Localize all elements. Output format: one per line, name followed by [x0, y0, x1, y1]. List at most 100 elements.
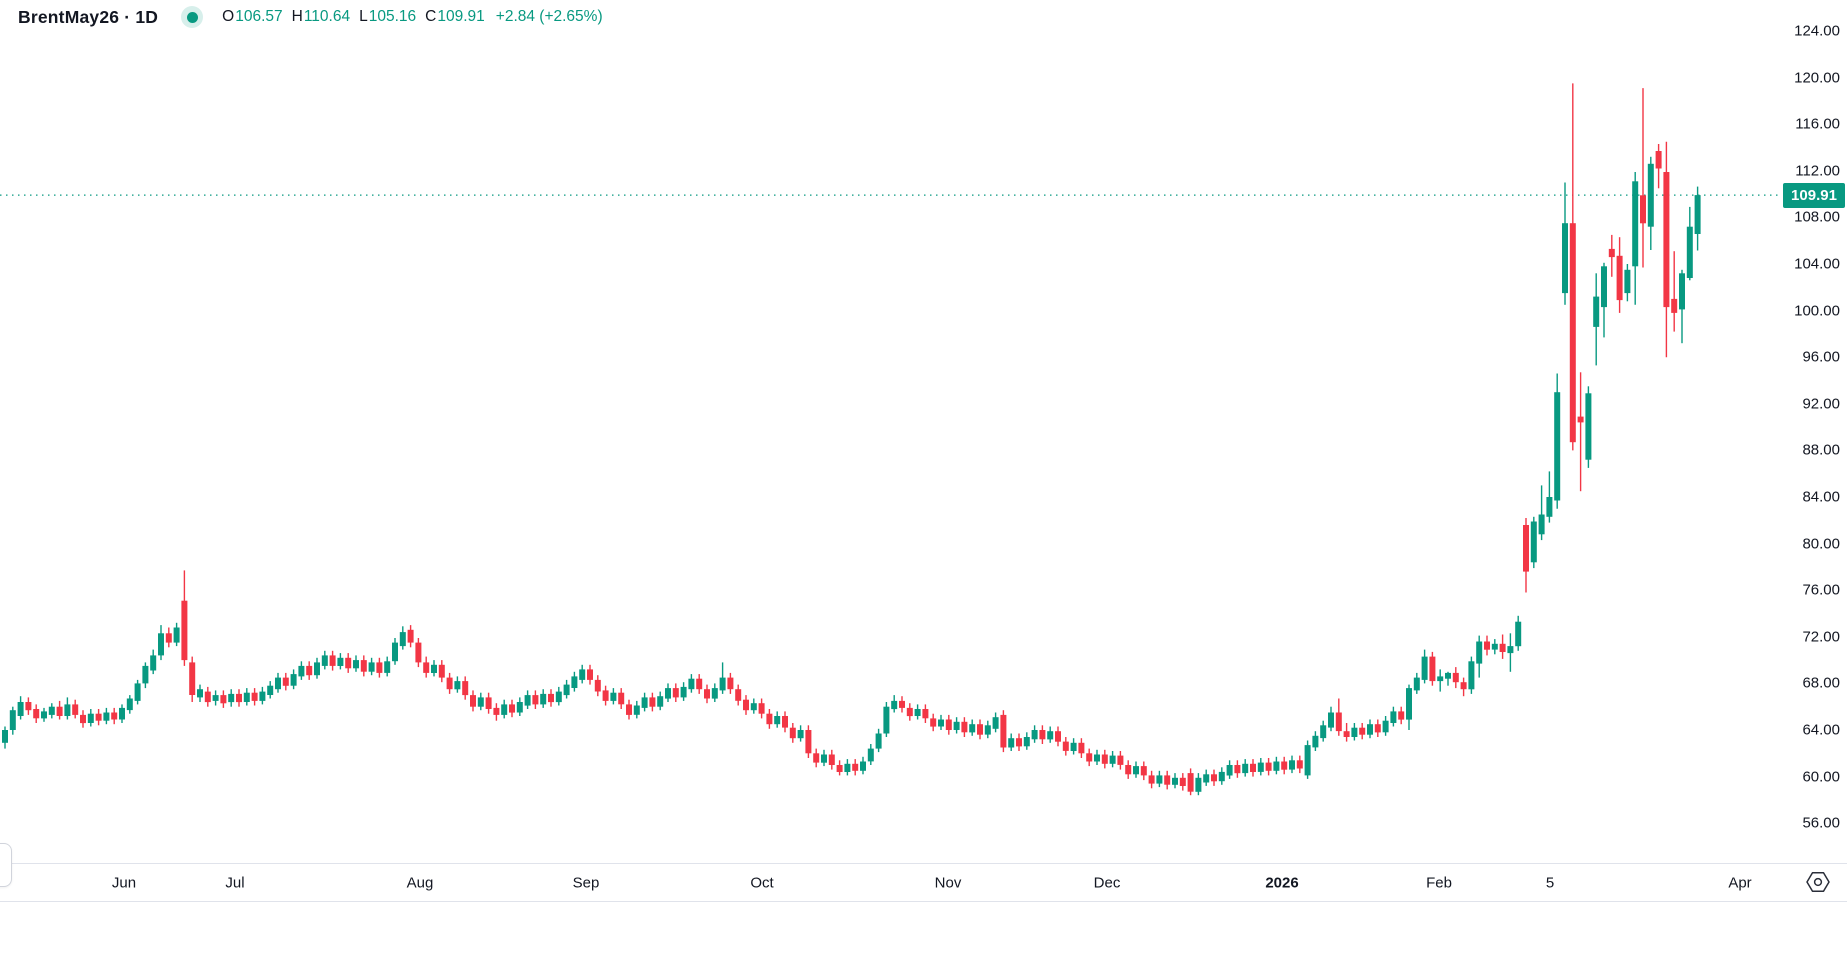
- candle-body: [1671, 298, 1678, 313]
- candle-body: [446, 677, 453, 690]
- candle-body: [17, 702, 24, 716]
- candle-body: [56, 706, 63, 716]
- candle-body: [1179, 777, 1186, 786]
- candle-body: [1406, 688, 1412, 720]
- time-tick-label: 5: [1545, 874, 1555, 891]
- candle-body: [345, 657, 352, 669]
- candle-body: [766, 713, 773, 725]
- candle-body: [41, 711, 47, 719]
- open-label: O: [222, 8, 235, 25]
- candle-body: [548, 693, 554, 703]
- candle-body: [1679, 273, 1685, 310]
- candle-body: [1476, 641, 1483, 664]
- candle-body: [1273, 761, 1280, 771]
- axis-settings-button[interactable]: [1805, 870, 1831, 894]
- candle-body: [119, 707, 125, 720]
- candle-body: [1374, 724, 1381, 733]
- candle-body: [1546, 497, 1553, 517]
- symbol-title[interactable]: BrentMay26 · 1D: [18, 6, 159, 27]
- candle-body: [797, 730, 804, 739]
- candle-body: [1234, 765, 1241, 774]
- candle-body: [852, 763, 859, 771]
- candle-body: [844, 763, 851, 772]
- candle-body: [750, 703, 757, 711]
- candle-body: [1445, 672, 1451, 679]
- candle-body: [48, 706, 55, 715]
- candle-body: [1367, 724, 1373, 735]
- candle-body: [259, 691, 266, 701]
- candle-body: [1117, 755, 1124, 765]
- low-readout: L 105.16: [359, 8, 416, 26]
- candle-body: [150, 655, 157, 671]
- time-tick-label: Feb: [1426, 874, 1452, 891]
- candle-body: [438, 664, 445, 678]
- candle-body: [1624, 269, 1631, 294]
- candle-body: [103, 712, 110, 721]
- candle-body: [1655, 151, 1662, 169]
- candle-body: [314, 662, 320, 676]
- candle-body: [1577, 416, 1584, 423]
- high-readout: H 110.64: [292, 8, 350, 26]
- candle-body: [1211, 774, 1217, 782]
- candle-body: [883, 706, 890, 734]
- candle-body: [626, 704, 632, 715]
- candle-body: [1320, 725, 1327, 739]
- candle-body: [665, 688, 671, 699]
- candle-body: [1429, 656, 1436, 682]
- price-tick-label: 88.00: [1802, 441, 1840, 459]
- price-tick-label: 68.00: [1802, 674, 1840, 692]
- candle-body: [1640, 195, 1646, 224]
- candle-body: [1062, 741, 1069, 751]
- candle-body: [1109, 755, 1116, 764]
- candle-body: [142, 665, 149, 684]
- candle-body: [1265, 762, 1272, 771]
- candle-body: [821, 754, 827, 763]
- candle-body: [867, 748, 874, 762]
- candle-body: [1328, 712, 1334, 728]
- candle-body: [1016, 738, 1022, 747]
- candle-body: [899, 700, 905, 708]
- candle-body: [524, 695, 531, 706]
- candle-body: [1281, 761, 1288, 770]
- candle-body: [930, 718, 937, 727]
- candle-body: [1156, 775, 1163, 784]
- candle-body: [610, 692, 617, 701]
- candle-body: [1484, 641, 1490, 650]
- candle-body: [618, 692, 625, 705]
- price-tick-label: 76.00: [1802, 581, 1840, 599]
- candle-body: [805, 730, 812, 754]
- close-readout: C 109.91: [425, 8, 485, 26]
- time-tick-label: Nov: [934, 874, 962, 891]
- candle-body: [431, 664, 437, 673]
- candle-body: [649, 697, 656, 707]
- candle-body: [1257, 762, 1264, 772]
- candle-body: [563, 684, 570, 696]
- candle-body: [1390, 711, 1397, 723]
- time-axis[interactable]: Jun Jul Aug Sep Oct Nov Dec 2026 Feb 5 Apr: [0, 863, 1847, 902]
- candle-body: [158, 633, 164, 656]
- candle-body: [1023, 737, 1030, 747]
- candle-body: [875, 733, 882, 749]
- pane-collapse-handle[interactable]: [0, 843, 12, 887]
- price-tick-label: 64.00: [1802, 721, 1840, 739]
- candle-body: [368, 662, 375, 672]
- price-axis[interactable]: 124.00 120.00 116.00 112.00 108.00 104.00 100.…: [1768, 0, 1847, 863]
- candle-body: [1133, 766, 1139, 775]
- candle-body: [782, 716, 788, 728]
- candle-body: [501, 704, 508, 715]
- close-value: 109.91: [437, 8, 485, 25]
- candle-body: [87, 713, 94, 723]
- price-tick-label: 108.00: [1794, 208, 1840, 226]
- candle-body: [1413, 677, 1420, 691]
- candle-body: [173, 627, 180, 643]
- price-tick-label: 124.00: [1794, 22, 1840, 40]
- candle-body: [836, 765, 843, 772]
- candle-body: [1585, 393, 1592, 460]
- candle-body: [906, 707, 913, 717]
- candle-body: [735, 689, 742, 701]
- low-value: 105.16: [368, 8, 417, 25]
- candle-body: [688, 678, 695, 690]
- candle-body: [407, 629, 414, 643]
- low-label: L: [359, 8, 368, 25]
